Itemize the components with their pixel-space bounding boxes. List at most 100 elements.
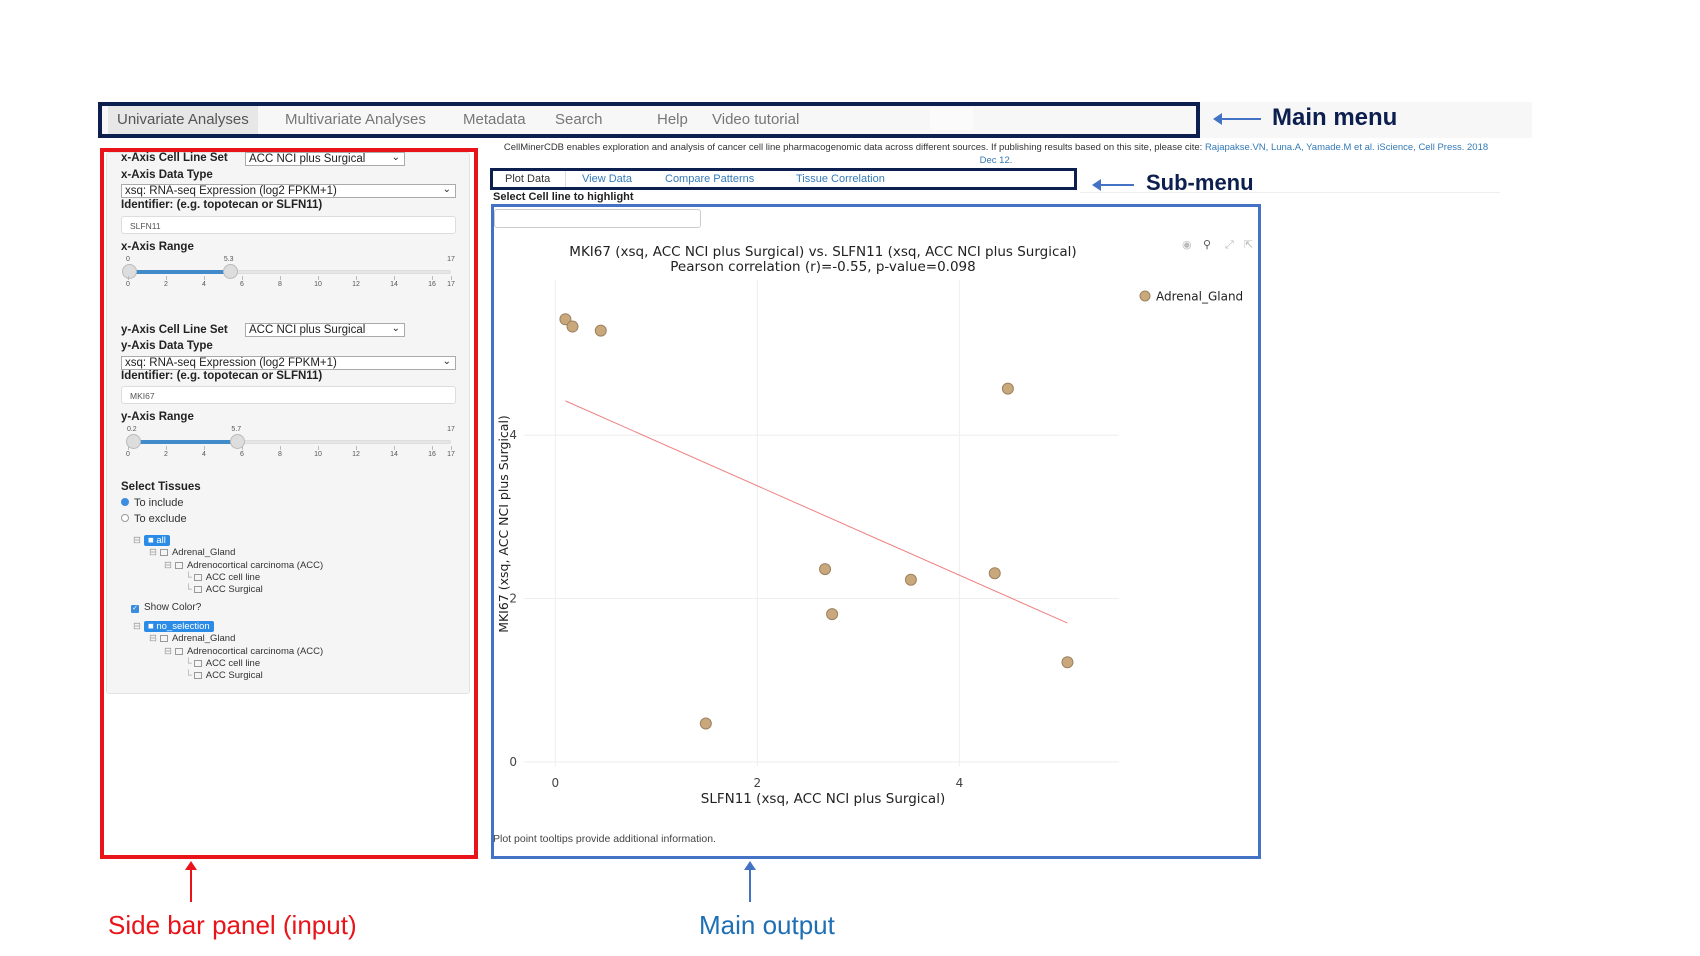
camera-icon[interactable]: ◉ xyxy=(1182,238,1192,251)
modebar: ◉ ⚲ ⤢ ⇱ xyxy=(1182,238,1253,251)
tree-node[interactable]: ⊟ Adrenal_Gland xyxy=(149,547,235,558)
tab-compare-patterns[interactable]: Compare Patterns xyxy=(665,173,755,185)
slider-low-handle[interactable] xyxy=(122,264,137,279)
tree-node[interactable]: └ ACC cell line xyxy=(185,572,260,583)
y-data-type-select[interactable]: xsq: RNA-seq Expression (log2 FPKM+1) ⌄ xyxy=(121,356,456,370)
menu-metadata[interactable]: Metadata xyxy=(463,111,526,128)
slider-high-handle[interactable] xyxy=(230,434,246,449)
tree-node-label: Adrenal_Gland xyxy=(171,547,236,559)
tree-node[interactable]: ⊟ ■ all xyxy=(133,535,170,546)
slider-tick xyxy=(242,276,243,280)
divider xyxy=(1080,192,1500,193)
slider-tick-label: 14 xyxy=(390,281,398,288)
highlight-input[interactable] xyxy=(494,209,701,228)
show-color-checkbox[interactable]: ✓ Show Color? xyxy=(131,602,202,613)
y-identifier-input[interactable]: MKI67 xyxy=(121,386,456,404)
folder-icon xyxy=(193,573,202,581)
tree-node[interactable]: ⊟ Adrenocortical carcinoma (ACC) xyxy=(164,646,323,657)
scatter-plot: MKI67 (xsq, ACC NCI plus Surgical) vs. S… xyxy=(496,238,1253,807)
chevron-down-icon: ⌄ xyxy=(442,356,451,367)
tree-node[interactable]: ⊟ ■ no_selection xyxy=(133,621,214,632)
collapse-icon[interactable]: ⊟ xyxy=(164,559,172,571)
y-range-label: y-Axis Range xyxy=(121,411,194,423)
slider-tick xyxy=(204,446,205,450)
data-point xyxy=(594,324,607,337)
slider-tick-label: 17 xyxy=(447,281,455,288)
tab-plot-data[interactable]: Plot Data xyxy=(505,173,551,185)
menu-search[interactable]: Search xyxy=(555,111,603,128)
x-data-type-select[interactable]: xsq: RNA-seq Expression (log2 FPKM+1) ⌄ xyxy=(121,184,456,198)
tree-node-label: Adrenal_Gland xyxy=(171,633,236,645)
tree-node[interactable]: └ ACC cell line xyxy=(185,658,260,669)
menu-spacer xyxy=(930,108,973,130)
legend[interactable]: Adrenal_Gland xyxy=(1139,290,1243,304)
slider-tick xyxy=(166,276,167,280)
menu-help[interactable]: Help xyxy=(657,111,688,128)
x-identifier-input[interactable]: SLFN11 xyxy=(121,216,456,234)
slider-tick xyxy=(280,276,281,280)
menu-video-tutorial[interactable]: Video tutorial xyxy=(712,111,800,128)
slider-tick-label: 8 xyxy=(278,281,282,288)
slider-tick-label: 4 xyxy=(202,451,206,458)
folder-icon xyxy=(193,659,202,667)
radio-to-include[interactable]: To include xyxy=(121,497,184,509)
main-menu-arrow-icon xyxy=(1213,113,1261,125)
y-data-type-label: y-Axis Data Type xyxy=(121,340,213,352)
data-point xyxy=(699,717,712,730)
tab-view-data[interactable]: View Data xyxy=(582,173,632,185)
sidebar-arrow-icon xyxy=(185,861,197,902)
y-cell-line-set-select[interactable]: ACC NCI plus Surgical ⌄ xyxy=(245,323,405,337)
tree-node[interactable]: └ ACC Surgical xyxy=(185,584,263,595)
slider-track[interactable] xyxy=(125,434,451,449)
data-point xyxy=(988,567,1001,580)
slider-tick-label: 10 xyxy=(314,281,322,288)
slider-tick xyxy=(318,276,319,280)
slider-tick xyxy=(394,446,395,450)
slider-tick xyxy=(394,276,395,280)
tree-node-label: ACC cell line xyxy=(205,571,261,583)
menu-multivariate-analyses[interactable]: Multivariate Analyses xyxy=(285,111,426,128)
y-range-slider[interactable]: 0.2 5.7 17 0 2 4 6 8 10 12 14 16 17 xyxy=(125,426,455,460)
menu-univariate-analyses[interactable]: Univariate Analyses xyxy=(108,105,258,134)
slider-tick-label: 0 xyxy=(126,451,130,458)
main-menu-bar xyxy=(98,102,1532,138)
tree-node[interactable]: ⊟ Adrenal_Gland xyxy=(149,633,235,644)
radio-to-exclude[interactable]: To exclude xyxy=(121,513,187,525)
collapse-icon[interactable]: ⊟ xyxy=(149,547,157,559)
slider-tick xyxy=(204,276,205,280)
slider-high-handle[interactable] xyxy=(222,264,238,279)
x-cell-line-set-select[interactable]: ACC NCI plus Surgical ⌄ xyxy=(245,152,405,166)
folder-icon: ■ xyxy=(147,535,154,546)
autoscale-icon[interactable]: ⤢ xyxy=(1225,238,1234,251)
slider-tick xyxy=(432,446,433,450)
slider-tick-label: 14 xyxy=(390,451,398,458)
slider-tick-label: 8 xyxy=(278,451,282,458)
tree-connector: └ xyxy=(185,657,192,669)
slider-fill xyxy=(132,440,238,444)
tab-tissue-correlation[interactable]: Tissue Correlation xyxy=(796,173,885,185)
collapse-icon[interactable]: ⊟ xyxy=(164,645,172,657)
slider-tick xyxy=(318,446,319,450)
x-range-slider[interactable]: 0 5.3 17 0 2 4 6 8 10 12 14 16 17 xyxy=(122,256,455,290)
data-point xyxy=(566,320,579,333)
tree-node[interactable]: ⊟ Adrenocortical carcinoma (ACC) xyxy=(164,560,323,571)
citation-link[interactable]: Rajapakse.VN, Luna.A, Yamade.M et al. iS… xyxy=(979,142,1489,166)
slider-tick-label: 16 xyxy=(428,281,436,288)
radio-unchecked-icon xyxy=(121,514,129,522)
x-axis-label: SLFN11 (xsq, ACC NCI plus Surgical) xyxy=(701,791,945,807)
reset-axes-icon[interactable]: ⇱ xyxy=(1244,238,1253,251)
slider-tick-label: 10 xyxy=(314,451,322,458)
chart-title: MKI67 (xsq, ACC NCI plus Surgical) vs. S… xyxy=(569,244,1076,260)
y-tick-label: 0 xyxy=(509,755,517,769)
x-range-label: x-Axis Range xyxy=(121,241,194,253)
tree-node-label: Adrenocortical carcinoma (ACC) xyxy=(186,645,324,657)
collapse-icon[interactable]: ⊟ xyxy=(149,633,157,645)
slider-low-handle[interactable] xyxy=(125,434,141,449)
folder-icon xyxy=(159,635,168,643)
collapse-icon[interactable]: ⊟ xyxy=(133,621,141,632)
collapse-icon[interactable]: ⊟ xyxy=(133,535,141,546)
tree-node[interactable]: └ ACC Surgical xyxy=(185,670,263,681)
zoom-icon[interactable]: ⚲ xyxy=(1203,238,1211,251)
slider-track[interactable] xyxy=(122,264,451,279)
data-point xyxy=(904,573,917,586)
